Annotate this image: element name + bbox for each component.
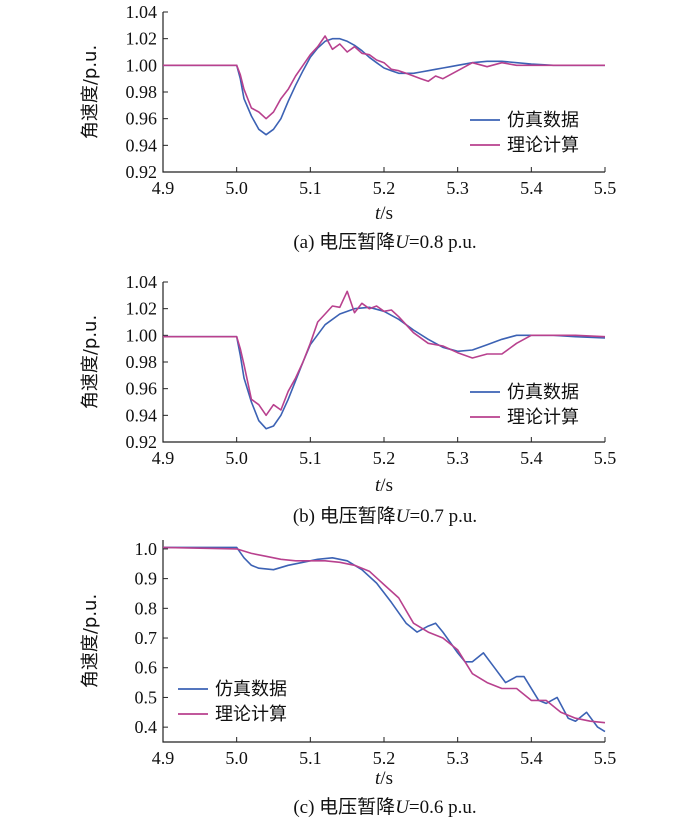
x-tick-label: 4.9 xyxy=(152,748,175,768)
chart-caption: (c) 电压暂降U=0.6 p.u. xyxy=(293,796,476,818)
y-tick-label: 0.96 xyxy=(126,379,158,399)
series-line-1 xyxy=(163,37,605,136)
x-tick-label: 5.5 xyxy=(594,448,617,468)
x-tick-label: 5.4 xyxy=(520,748,543,768)
legend-label: 仿真数据 xyxy=(507,382,579,403)
caption-var: U xyxy=(396,506,411,527)
caption-suffix: =0.6 p.u. xyxy=(409,797,477,818)
y-axis-label: 角速度/p.u. xyxy=(80,315,101,409)
y-tick-label: 1.04 xyxy=(126,2,158,22)
x-tick-label: 5.1 xyxy=(299,448,322,468)
x-tick-label: 5.2 xyxy=(373,448,396,468)
y-tick-label: 1.0 xyxy=(135,539,158,559)
y-tick-label: 0.98 xyxy=(126,82,158,102)
y-tick-label: 0.8 xyxy=(135,598,158,618)
legend-label: 理论计算 xyxy=(507,135,579,156)
x-axis-label: t/s xyxy=(375,475,393,496)
y-tick-label: 1.00 xyxy=(126,55,158,75)
legend-label: 理论计算 xyxy=(507,407,579,428)
series-line-2 xyxy=(163,35,605,120)
x-tick-label: 5.4 xyxy=(520,448,543,468)
chart-panel-2: 4.9 5.0 5.1 5.2 5.3 5.4 5.5 0.92 0.94 0.96 0.98 1.0… xyxy=(80,272,616,527)
chart-caption: (a) 电压暂降U=0.8 p.u. xyxy=(293,231,476,253)
caption-var: U xyxy=(395,232,410,253)
x-axis-label-unit: /s xyxy=(380,203,393,224)
caption-suffix: =0.7 p.u. xyxy=(409,506,477,527)
series-line-2 xyxy=(163,290,606,417)
x-tick-label: 5.0 xyxy=(225,748,248,768)
series-line-1 xyxy=(163,546,606,733)
y-tick-label: 0.92 xyxy=(126,162,158,182)
legend-label: 仿真数据 xyxy=(215,679,287,700)
x-tick-label: 5.0 xyxy=(225,448,248,468)
x-tick-label: 5.3 xyxy=(446,748,469,768)
x-axis-label-unit: /s xyxy=(380,475,393,496)
y-axis-label: 角速度/p.u. xyxy=(80,594,101,688)
y-tick-label: 0.4 xyxy=(135,717,158,737)
x-tick-label: 5.1 xyxy=(299,748,322,768)
x-axis-label-var: t xyxy=(375,768,381,789)
caption-prefix: (a) 电压暂降 xyxy=(293,231,395,253)
caption-suffix: =0.8 p.u. xyxy=(409,232,477,253)
x-tick-label: 5.4 xyxy=(520,178,543,198)
x-tick-label: 4.9 xyxy=(152,178,175,198)
y-tick-label: 0.94 xyxy=(126,135,158,155)
x-tick-label: 5.3 xyxy=(446,448,469,468)
y-tick-label: 0.94 xyxy=(126,405,158,425)
caption-prefix: (c) 电压暂降 xyxy=(293,796,395,818)
x-axis-label-var: t xyxy=(375,203,381,224)
legend-label: 理论计算 xyxy=(215,704,287,725)
x-tick-label: 5.5 xyxy=(594,748,617,768)
series-line-2 xyxy=(162,546,606,724)
x-axis-label-unit: /s xyxy=(380,768,393,789)
y-tick-label: 0.98 xyxy=(126,352,158,372)
legend-label: 仿真数据 xyxy=(507,110,579,131)
y-tick-label: 0.6 xyxy=(135,658,158,678)
series-line-1 xyxy=(163,306,606,430)
x-tick-label: 5.2 xyxy=(373,178,396,198)
y-tick-label: 0.92 xyxy=(126,432,158,452)
x-axis-label-var: t xyxy=(375,475,381,496)
x-tick-label: 5.5 xyxy=(594,178,617,198)
x-axis-label: t/s xyxy=(375,768,393,789)
y-tick-label: 0.5 xyxy=(135,687,158,707)
chart-panel-1: 4.9 5.0 5.1 5.2 5.3 5.4 5.5 0.92 0.94 0.96 0.98 1.0… xyxy=(80,2,616,253)
x-tick-label: 5.1 xyxy=(299,178,322,198)
x-axis-label: t/s xyxy=(375,203,393,224)
caption-prefix: (b) 电压暂降 xyxy=(293,505,396,527)
y-tick-label: 0.9 xyxy=(135,569,158,589)
y-tick-label: 1.04 xyxy=(126,272,158,292)
caption-var: U xyxy=(395,797,410,818)
chart-caption: (b) 电压暂降U=0.7 p.u. xyxy=(293,505,477,527)
y-tick-label: 1.02 xyxy=(126,299,158,319)
x-tick-label: 5.3 xyxy=(446,178,469,198)
y-tick-label: 1.00 xyxy=(126,325,158,345)
x-tick-label: 5.2 xyxy=(373,748,396,768)
y-tick-label: 0.96 xyxy=(126,109,158,129)
chart-panel-3: 4.9 5.0 5.1 5.2 5.3 5.4 5.5 0.4 0.5 0.6 0.7 0.8 0.9 1… xyxy=(80,539,616,818)
x-tick-label: 5.0 xyxy=(225,178,248,198)
y-tick-label: 0.7 xyxy=(135,628,158,648)
y-tick-label: 1.02 xyxy=(126,29,158,49)
y-axis-label: 角速度/p.u. xyxy=(80,45,101,139)
x-tick-label: 4.9 xyxy=(152,448,175,468)
